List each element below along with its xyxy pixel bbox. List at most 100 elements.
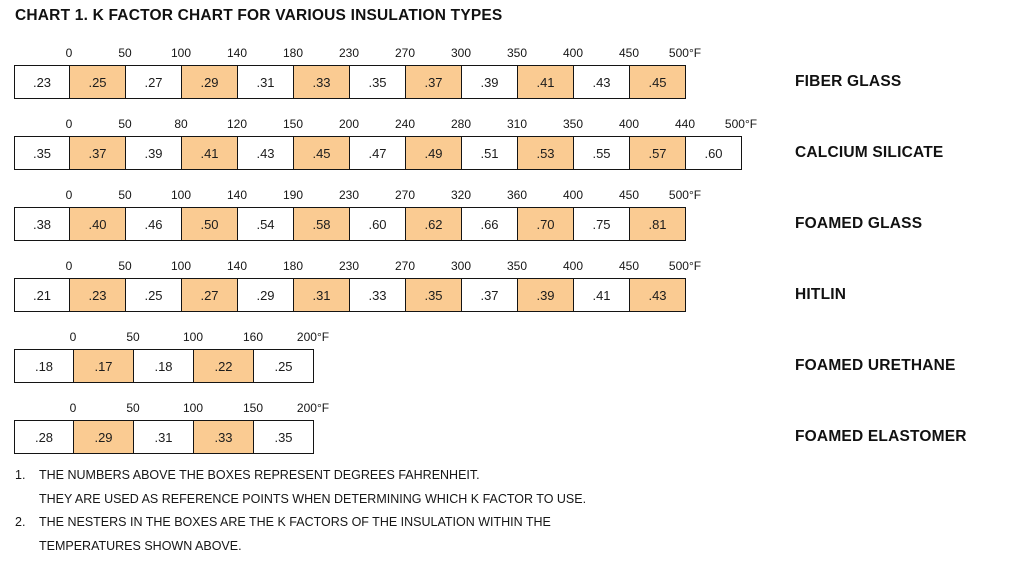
temperature-label: 160 <box>242 330 264 344</box>
temperature-label: 400 <box>562 188 584 202</box>
k-factor-cell: 270.60 <box>350 188 415 241</box>
k-factor-value: .38 <box>32 216 52 232</box>
insulation-type-label-foamed-elastomer: FOAMED ELASTOMER <box>795 428 967 445</box>
k-factor-value: .81 <box>648 216 667 232</box>
k-factor-cell: 150.33 <box>194 401 263 454</box>
temperature-label: 450 <box>618 46 640 60</box>
k-factor-cell: 280.49 <box>406 117 471 170</box>
k-factor-value: .35 <box>274 429 293 445</box>
k-factor-cell: 50.29 <box>74 401 140 454</box>
k-factor-boxes: 0.21 50.23 100.25 140.27 180.29 230.31 270.33 3… <box>14 259 701 312</box>
footnote-text: THEY ARE USED AS REFERENCE POINTS WHEN D… <box>39 491 587 506</box>
temperature-label: 140 <box>226 259 248 273</box>
temperature-label: 100 <box>182 401 204 415</box>
temperature-label: 230 <box>338 259 360 273</box>
temperature-label: 50 <box>126 401 140 415</box>
temperature-label: 270 <box>394 188 416 202</box>
temperature-label: 100 <box>170 46 192 60</box>
k-factor-value: .41 <box>536 74 555 90</box>
chart-title: CHART 1. K FACTOR CHART FOR VARIOUS INSU… <box>15 7 503 24</box>
temperature-label: 120 <box>226 117 248 131</box>
temperature-label: 100 <box>182 330 204 344</box>
k-factor-cell: 0.28 <box>14 401 76 454</box>
temperature-label: 100 <box>170 259 192 273</box>
k-factor-cell: 270.35 <box>350 46 415 99</box>
k-factor-value: .35 <box>424 287 443 303</box>
k-factor-cell: 230.31 <box>294 259 359 312</box>
k-factor-value: .43 <box>648 287 667 303</box>
k-factor-cell: 100.31 <box>134 401 203 454</box>
footnotes: 1. THE NUMBERS ABOVE THE BOXES REPRESENT … <box>15 464 586 558</box>
k-factor-value: .75 <box>592 216 611 232</box>
k-factor-cell: 400.39 <box>518 259 583 312</box>
temperature-label: 150 <box>282 117 304 131</box>
k-factor-cell: 0.38 <box>14 188 72 241</box>
temperature-label: 280 <box>450 117 472 131</box>
temperature-label: 50 <box>118 46 132 60</box>
temperature-label: 230 <box>338 46 360 60</box>
temperature-label: 140 <box>226 46 248 60</box>
k-factor-cell: 500°F .45 <box>630 46 701 99</box>
k-factor-cell: 300.35 <box>406 259 471 312</box>
temperature-label: 0 <box>69 330 77 344</box>
k-factor-value: .41 <box>592 287 611 303</box>
temperature-label: 450 <box>618 188 640 202</box>
k-factor-value: .31 <box>312 287 331 303</box>
temperature-label: 450 <box>618 259 640 273</box>
k-factor-value: .29 <box>256 287 275 303</box>
k-factor-value: .37 <box>480 287 499 303</box>
temperature-label: 400 <box>562 46 584 60</box>
k-factor-cell: 400.70 <box>518 188 583 241</box>
k-factor-cell: 440.57 <box>630 117 695 170</box>
temperature-label: 50 <box>118 259 132 273</box>
temperature-label: 50 <box>126 330 140 344</box>
k-factor-value: .39 <box>536 287 555 303</box>
temperature-label: 300 <box>450 259 472 273</box>
k-factor-value: .29 <box>94 429 113 445</box>
temperature-label: 200°F <box>296 330 330 344</box>
k-factor-value: .57 <box>648 145 667 161</box>
k-factor-cell: 140.27 <box>182 259 247 312</box>
k-factor-cell: 100.25 <box>126 259 191 312</box>
k-factor-value: .39 <box>144 145 163 161</box>
k-factor-boxes: 0.35 50.37 80.39 120.41 150.43 200.45 240.47 28… <box>14 117 757 170</box>
k-factor-value: .40 <box>88 216 107 232</box>
k-factor-value: .33 <box>368 287 387 303</box>
k-factor-value: .25 <box>88 74 107 90</box>
temperature-label: 270 <box>394 259 416 273</box>
temperature-label: 240 <box>394 117 416 131</box>
footnote-number <box>15 535 39 559</box>
k-factor-cell: 300.37 <box>406 46 471 99</box>
k-factor-value: .18 <box>154 358 173 374</box>
k-factor-cell: 450.43 <box>574 46 639 99</box>
k-factor-cell: 50.17 <box>74 330 140 383</box>
footnote-text: THE NESTERS IN THE BOXES ARE THE K FACTO… <box>39 515 551 529</box>
k-factor-cell: 500°F .81 <box>630 188 701 241</box>
footnote-text: TEMPERATURES SHOWN ABOVE. <box>39 538 242 553</box>
insulation-row-foamed-elastomer: 0.28 50.29 100.31 150.33 200°F .35 FOAMED ELAS… <box>14 399 967 455</box>
k-factor-value: .58 <box>312 216 331 232</box>
k-factor-cell: 500°F .60 <box>686 117 757 170</box>
k-factor-cell: 0.18 <box>14 330 76 383</box>
k-factor-cell: 270.33 <box>350 259 415 312</box>
k-factor-value: .31 <box>256 74 275 90</box>
insulation-row-hitlin: 0.21 50.23 100.25 140.27 180.29 230.31 270.33 3… <box>14 257 846 313</box>
footnote-line: TEMPERATURES SHOWN ABOVE. <box>15 535 586 559</box>
temperature-label: 320 <box>450 188 472 202</box>
k-factor-cell: 0.35 <box>14 117 72 170</box>
k-factor-value: .70 <box>536 216 555 232</box>
k-factor-value: .54 <box>256 216 275 232</box>
k-factor-value: .37 <box>424 74 443 90</box>
k-factor-value: .60 <box>704 145 723 161</box>
k-factor-value: .66 <box>480 216 499 232</box>
k-factor-cell: 0.23 <box>14 46 72 99</box>
temperature-label: 360 <box>506 188 528 202</box>
temperature-label: 150 <box>242 401 264 415</box>
k-factor-value: .37 <box>88 145 107 161</box>
k-factor-value: .33 <box>214 429 233 445</box>
k-factor-cell: 230.33 <box>294 46 359 99</box>
k-factor-value: .60 <box>368 216 387 232</box>
k-factor-cell: 500°F .43 <box>630 259 701 312</box>
k-factor-value: .23 <box>88 287 107 303</box>
